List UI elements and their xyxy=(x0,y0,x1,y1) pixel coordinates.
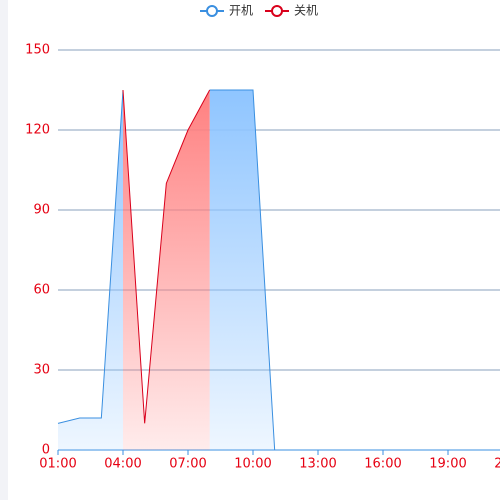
area xyxy=(209,90,500,450)
x-tick-label: 19:00 xyxy=(429,457,466,472)
y-tick-label: 30 xyxy=(33,363,50,378)
legend-label: 关机 xyxy=(294,4,318,18)
y-tick-label: 150 xyxy=(25,43,50,58)
y-tick-label: 60 xyxy=(33,283,50,298)
area xyxy=(123,90,210,450)
area xyxy=(58,90,123,450)
legend-label: 开机 xyxy=(229,4,253,18)
x-tick-label: 01:00 xyxy=(39,457,76,472)
line xyxy=(122,89,211,424)
x-tick-label: 04:00 xyxy=(104,457,141,472)
line xyxy=(209,89,500,451)
x-tick-label: 16:00 xyxy=(364,457,401,472)
y-tick-label: 120 xyxy=(25,123,50,138)
y-tick-label: 90 xyxy=(33,203,50,218)
line xyxy=(57,89,124,424)
legend-marker xyxy=(271,5,283,17)
x-tick-label: 10:00 xyxy=(234,457,271,472)
legend: 开机 关机 xyxy=(200,4,318,18)
y-tick-label: 0 xyxy=(42,443,50,458)
side-strip xyxy=(0,0,8,500)
x-tick-label: 07:00 xyxy=(169,457,206,472)
x-tick-label: 22:00 xyxy=(494,457,500,472)
legend-marker xyxy=(206,5,218,17)
x-tick-label: 13:00 xyxy=(299,457,336,472)
